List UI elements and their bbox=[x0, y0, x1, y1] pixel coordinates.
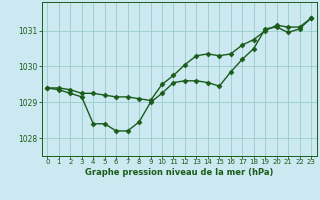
X-axis label: Graphe pression niveau de la mer (hPa): Graphe pression niveau de la mer (hPa) bbox=[85, 168, 273, 177]
